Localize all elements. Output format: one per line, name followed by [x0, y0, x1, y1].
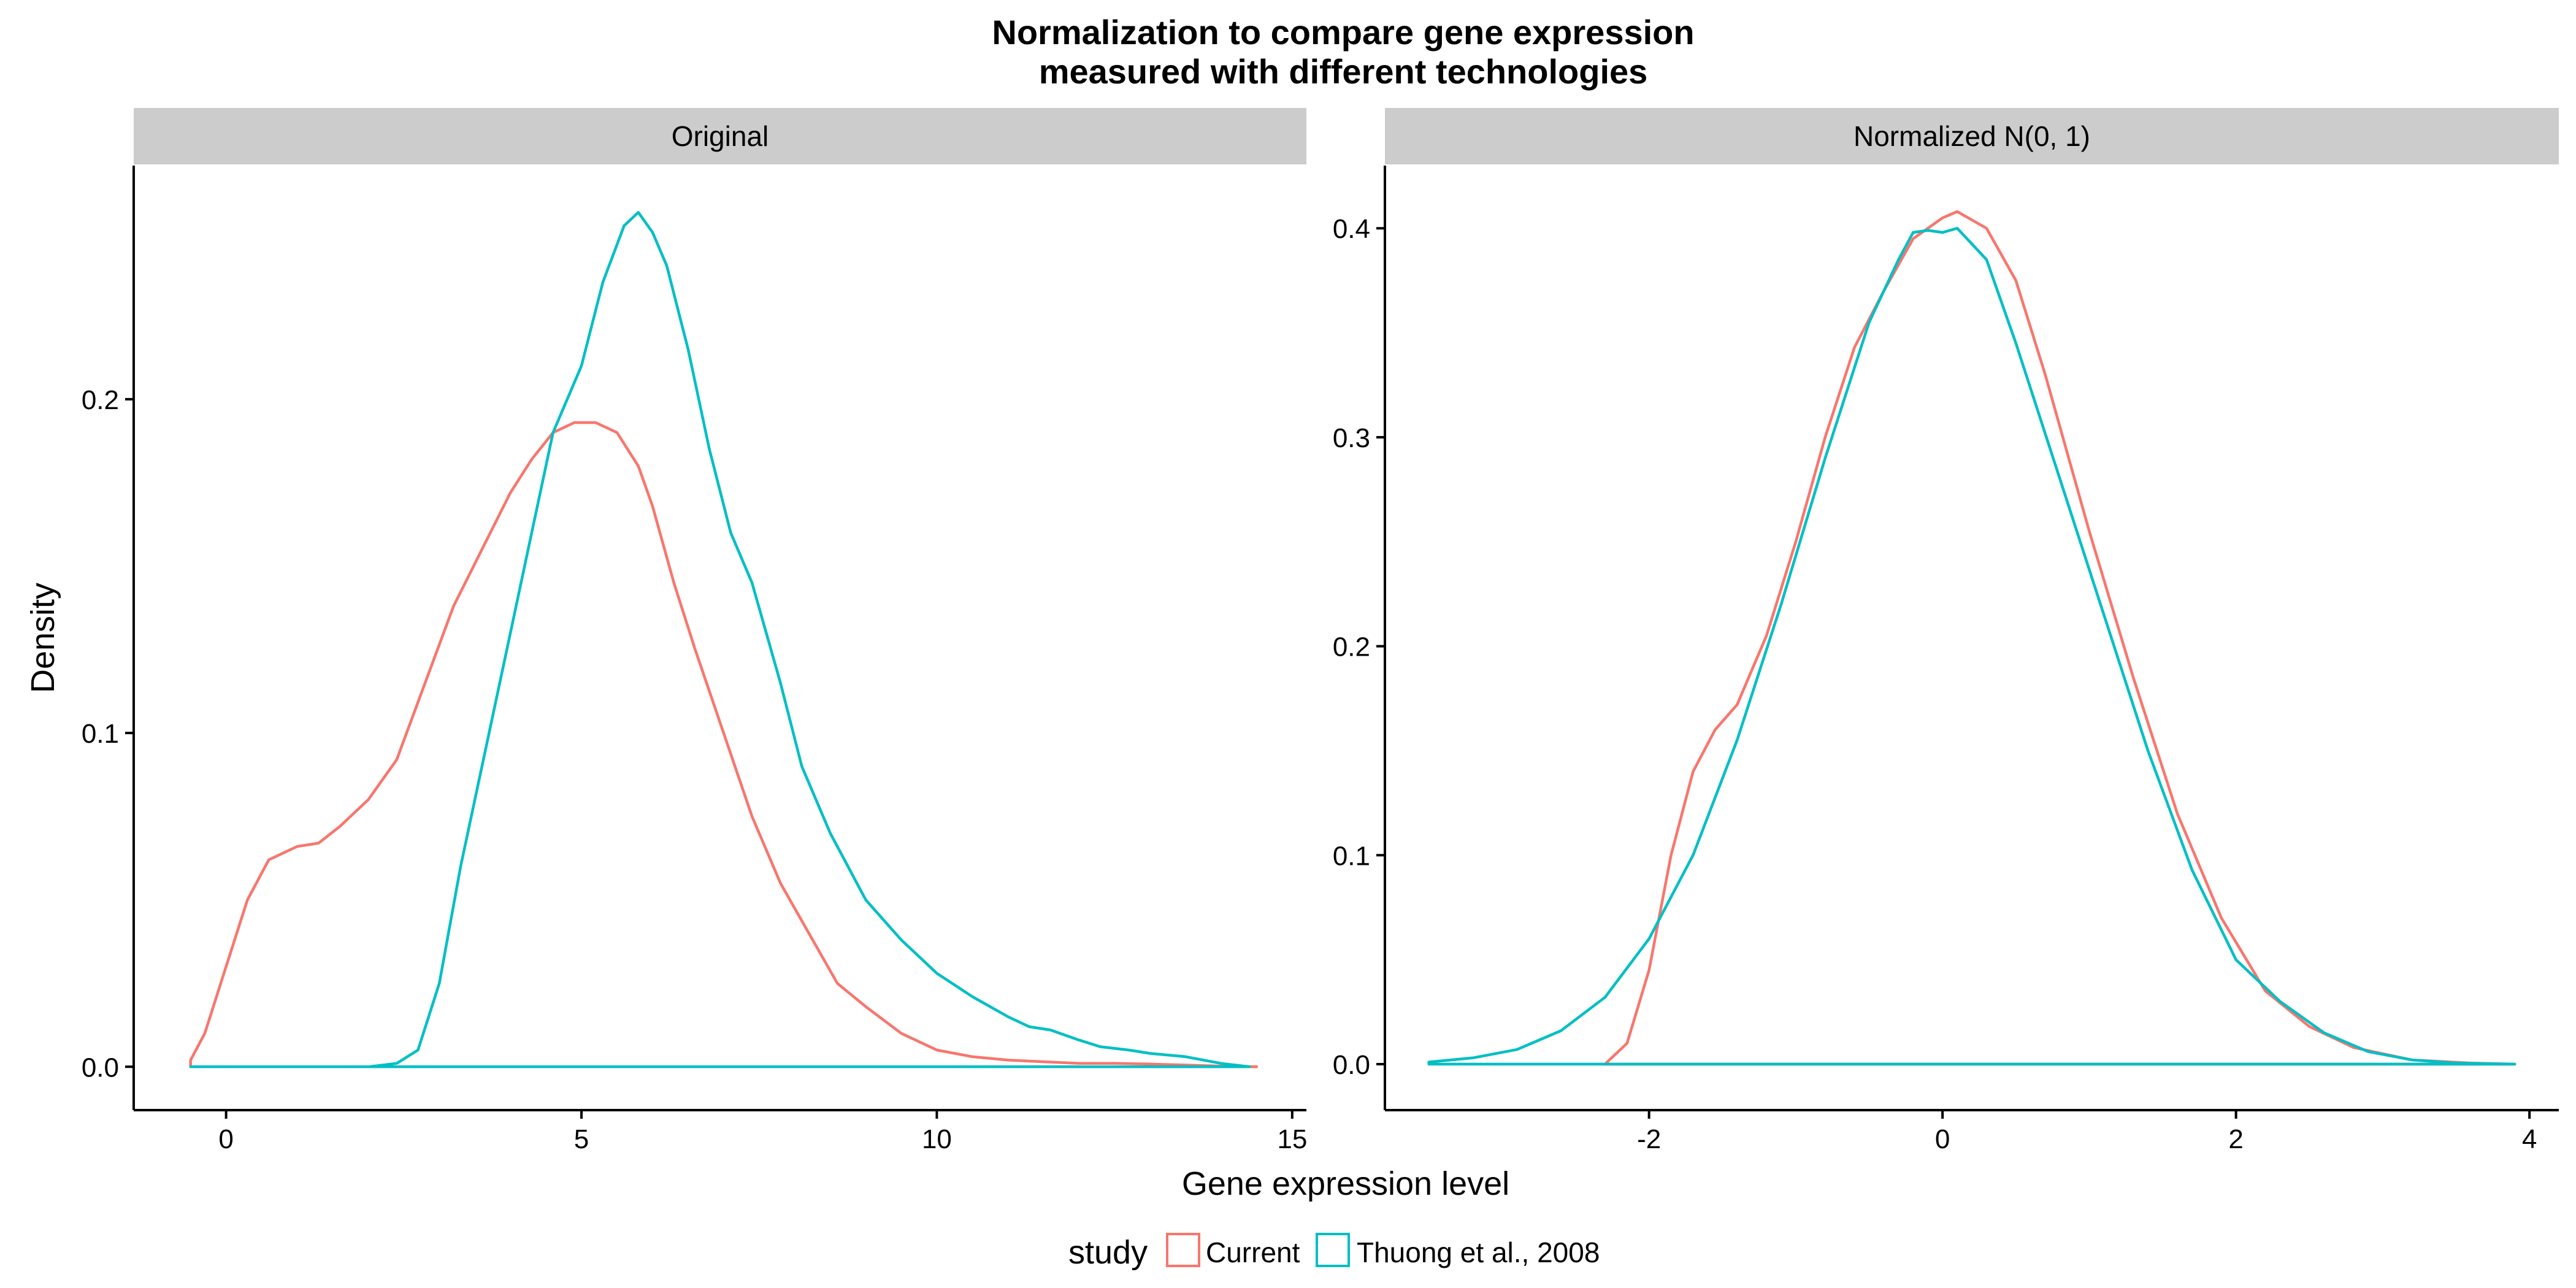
legend-label-current: Current	[1206, 1236, 1300, 1268]
series-line-thuong-2008	[189, 210, 1251, 1068]
y-tick-label: 0.1	[82, 719, 119, 749]
x-tick-label: -2	[1637, 1124, 1661, 1154]
legend: study Current Thuong et al., 2008	[1068, 1233, 1600, 1271]
y-tick-label: 0.1	[1333, 841, 1370, 871]
x-tick-label: 5	[574, 1124, 589, 1154]
panel-normalized: Normalized N(0, 1) -2 0 2 4 0.0 0.1 0.2 0.3 0.4	[1333, 108, 2559, 1154]
y-axis-title: Density	[25, 583, 61, 693]
series-line-thuong-2008	[1427, 226, 2517, 1066]
y-tick-label: 0.0	[82, 1052, 119, 1083]
legend-key-thuong	[1316, 1233, 1350, 1267]
panel-strip-label: Original	[672, 120, 769, 152]
legend-label-thuong: Thuong et al., 2008	[1357, 1236, 1600, 1268]
legend-title: study	[1068, 1234, 1148, 1271]
y-tick-label: 0.4	[1333, 214, 1370, 244]
x-tick-label: 15	[1277, 1124, 1307, 1154]
legend-key-current	[1166, 1233, 1200, 1267]
panel-strip	[134, 108, 1306, 164]
x-tick-label: 4	[2522, 1124, 2537, 1154]
y-tick-label: 0.0	[1333, 1050, 1370, 1080]
panel-strip	[1385, 108, 2559, 164]
x-tick-label: 0	[1935, 1124, 1950, 1154]
x-axis-title: Gene expression level	[1182, 1165, 1509, 1202]
panel-strip-label: Normalized N(0, 1)	[1853, 120, 2090, 152]
x-tick-label: 0	[218, 1124, 233, 1154]
chart-title-line-2: measured with different technologies	[1039, 52, 1648, 91]
y-tick-label: 0.2	[1333, 632, 1370, 662]
series-line-current	[189, 421, 1259, 1068]
chart-title-line-1: Normalization to compare gene expression	[992, 13, 1694, 52]
panel-original: Original 0 5 10 15 0.0 0.1 0.2	[82, 108, 1307, 1154]
x-tick-label: 10	[922, 1124, 952, 1154]
y-tick-label: 0.2	[82, 385, 119, 415]
y-tick-label: 0.3	[1333, 423, 1370, 453]
x-tick-label: 2	[2228, 1124, 2243, 1154]
